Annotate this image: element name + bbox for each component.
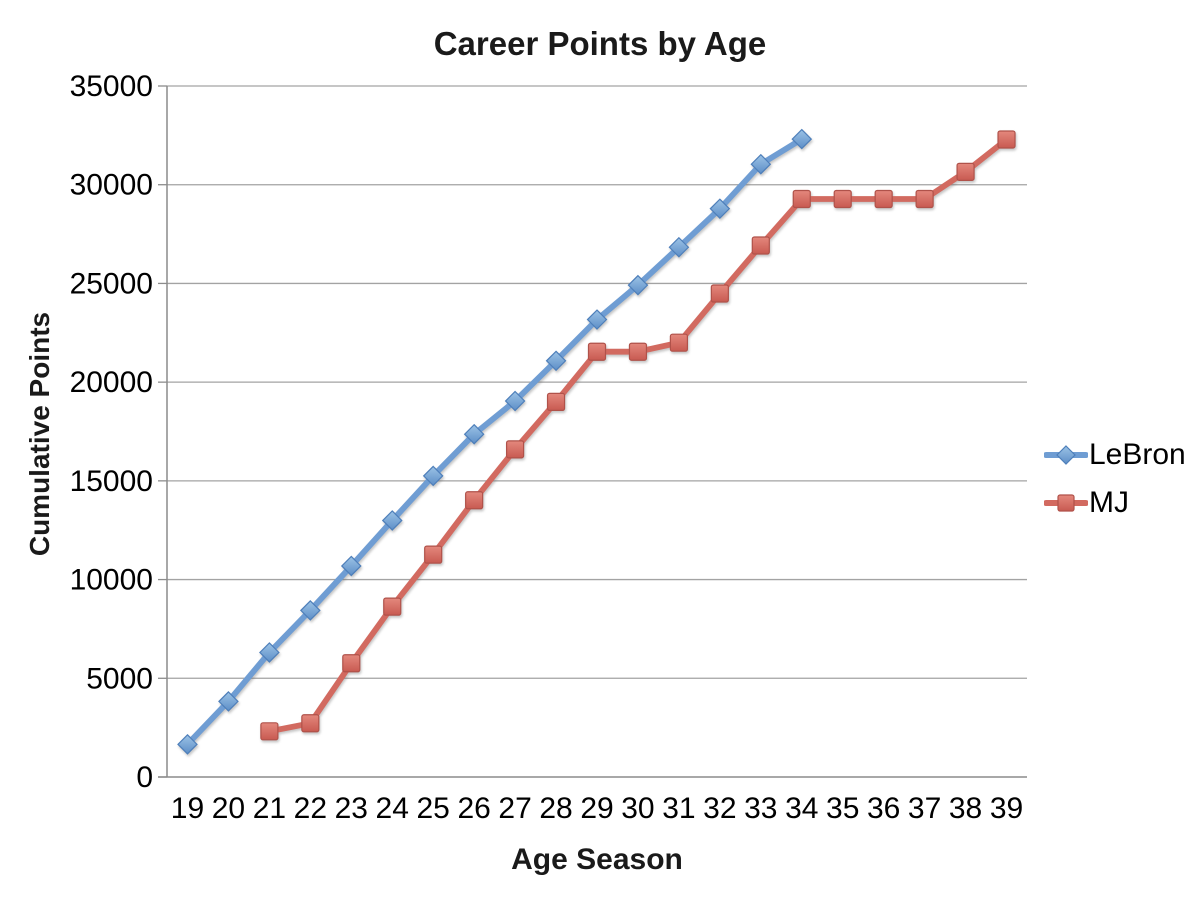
x-tick-label: 39 [990,792,1023,825]
y-tick-label: 20000 [70,366,153,399]
lebron-data-point [340,555,362,577]
x-tick-label: 21 [253,792,286,825]
y-tick-label: 35000 [70,70,153,103]
mj-data-point [669,333,689,352]
x-tick-label: 24 [376,792,409,825]
lebron-data-point [791,128,813,150]
x-tick-label: 29 [580,792,613,825]
mj-data-point [424,545,443,564]
x-tick-label: 26 [457,792,490,825]
legend-item-mj: MJ [1044,486,1186,520]
mj-data-point [465,491,484,510]
mj-line [266,136,1010,735]
y-tick-label: 25000 [70,267,153,300]
x-tick-label: 36 [867,792,900,825]
x-tick-label: 37 [908,792,941,825]
legend-label-mj: MJ [1089,486,1129,519]
x-tick-label: 32 [703,792,736,825]
lebron-data-point [545,350,567,372]
x-tick-label: 30 [621,792,654,825]
y-tick-label: 5000 [86,662,153,695]
x-tick-label: 20 [212,792,245,825]
mj-data-point [546,392,566,411]
x-tick-label: 31 [662,792,695,825]
mj-data-point [505,440,525,459]
mj-data-point [874,189,893,209]
lebron-data-point [218,691,239,712]
legend-label-lebron: LeBron [1089,438,1186,471]
y-tick-label: 10000 [70,564,153,597]
mj-data-point [915,189,934,209]
x-axis-title: Age Season [511,843,683,876]
lebron-data-point [381,510,403,531]
mj-data-point [956,162,975,181]
mj-data-point [997,130,1016,149]
lebron-data-point [259,642,280,663]
x-tick-label: 28 [539,792,572,825]
x-tick-label: 23 [335,792,368,825]
lebron-data-point [709,198,731,220]
lebron-data-point [504,390,526,412]
lebron-data-point [422,465,444,487]
x-tick-label: 19 [171,792,204,825]
mj-data-point [301,714,320,733]
lebron-data-point [668,236,690,258]
legend: LeBron MJ [1044,438,1186,534]
lebron-series-marker-icon [1044,445,1088,465]
series-lebron [177,128,813,755]
mj-data-point [587,342,607,361]
x-tick-label: 22 [294,792,327,825]
mj-series-marker-icon [1044,494,1088,512]
y-tick-label: 0 [136,761,153,794]
y-tick-label: 30000 [70,169,153,202]
mj-data-point [792,189,811,209]
x-tick-label: 27 [498,792,531,825]
chart-title: Career Points by Age [433,25,767,62]
x-tick-label: 25 [417,792,450,825]
x-tick-label: 38 [949,792,982,825]
lebron-data-point [627,274,649,296]
mj-data-point [342,654,361,673]
lebron-data-point [177,733,198,755]
lebron-data-point [586,309,608,330]
y-tick-label: 15000 [70,465,153,498]
mj-data-point [751,236,770,255]
lebron-data-point [750,153,772,175]
x-tick-label: 35 [826,792,859,825]
mj-data-point [628,342,648,361]
lebron-line [184,136,805,748]
lebron-data-point [299,600,321,621]
series-mj [260,130,1016,741]
mj-data-point [260,722,279,741]
mj-data-point [710,284,729,303]
legend-item-lebron: LeBron [1044,438,1186,472]
lebron-data-point [463,423,485,445]
x-tick-label: 33 [744,792,777,825]
x-tick-label: 34 [785,792,818,825]
mj-data-point [383,597,402,616]
mj-data-point [833,189,852,209]
